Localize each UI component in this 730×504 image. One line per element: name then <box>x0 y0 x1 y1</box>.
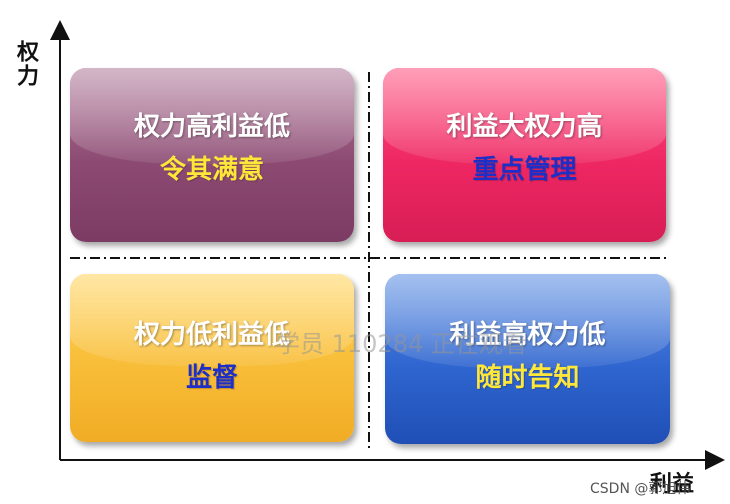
source-credit: CSDN @郭旭伟 <box>590 481 691 497</box>
quadrant-strategy: 重点管理 <box>472 155 577 185</box>
quadrant-low-power-low-interest: 权力低利益低 监督 <box>70 274 354 442</box>
quadrant-strategy: 随时告知 <box>475 363 580 393</box>
quadrant-title: 权力高利益低 <box>133 112 290 142</box>
quadrant-strategy: 监督 <box>185 363 238 393</box>
quadrant-gloss <box>383 68 666 164</box>
quadrant-strategy: 令其满意 <box>159 155 264 185</box>
quadrant-high-interest-high-power: 利益大权力高 重点管理 <box>383 68 666 242</box>
quadrant-gloss <box>70 274 354 367</box>
quadrant-gloss <box>70 68 354 164</box>
y-axis-label: 权力 <box>13 40 38 88</box>
quadrant-high-power-low-interest: 权力高利益低 令其满意 <box>70 68 354 242</box>
x-axis-label: 利益 <box>650 472 695 497</box>
quadrant-title: 权力低利益低 <box>133 320 290 350</box>
quadrant-gloss <box>385 274 670 368</box>
quadrant-high-interest-low-power: 利益高权力低 随时告知 <box>385 274 670 444</box>
quadrant-title: 利益高权力低 <box>449 320 606 350</box>
quadrant-title: 利益大权力高 <box>446 112 603 142</box>
